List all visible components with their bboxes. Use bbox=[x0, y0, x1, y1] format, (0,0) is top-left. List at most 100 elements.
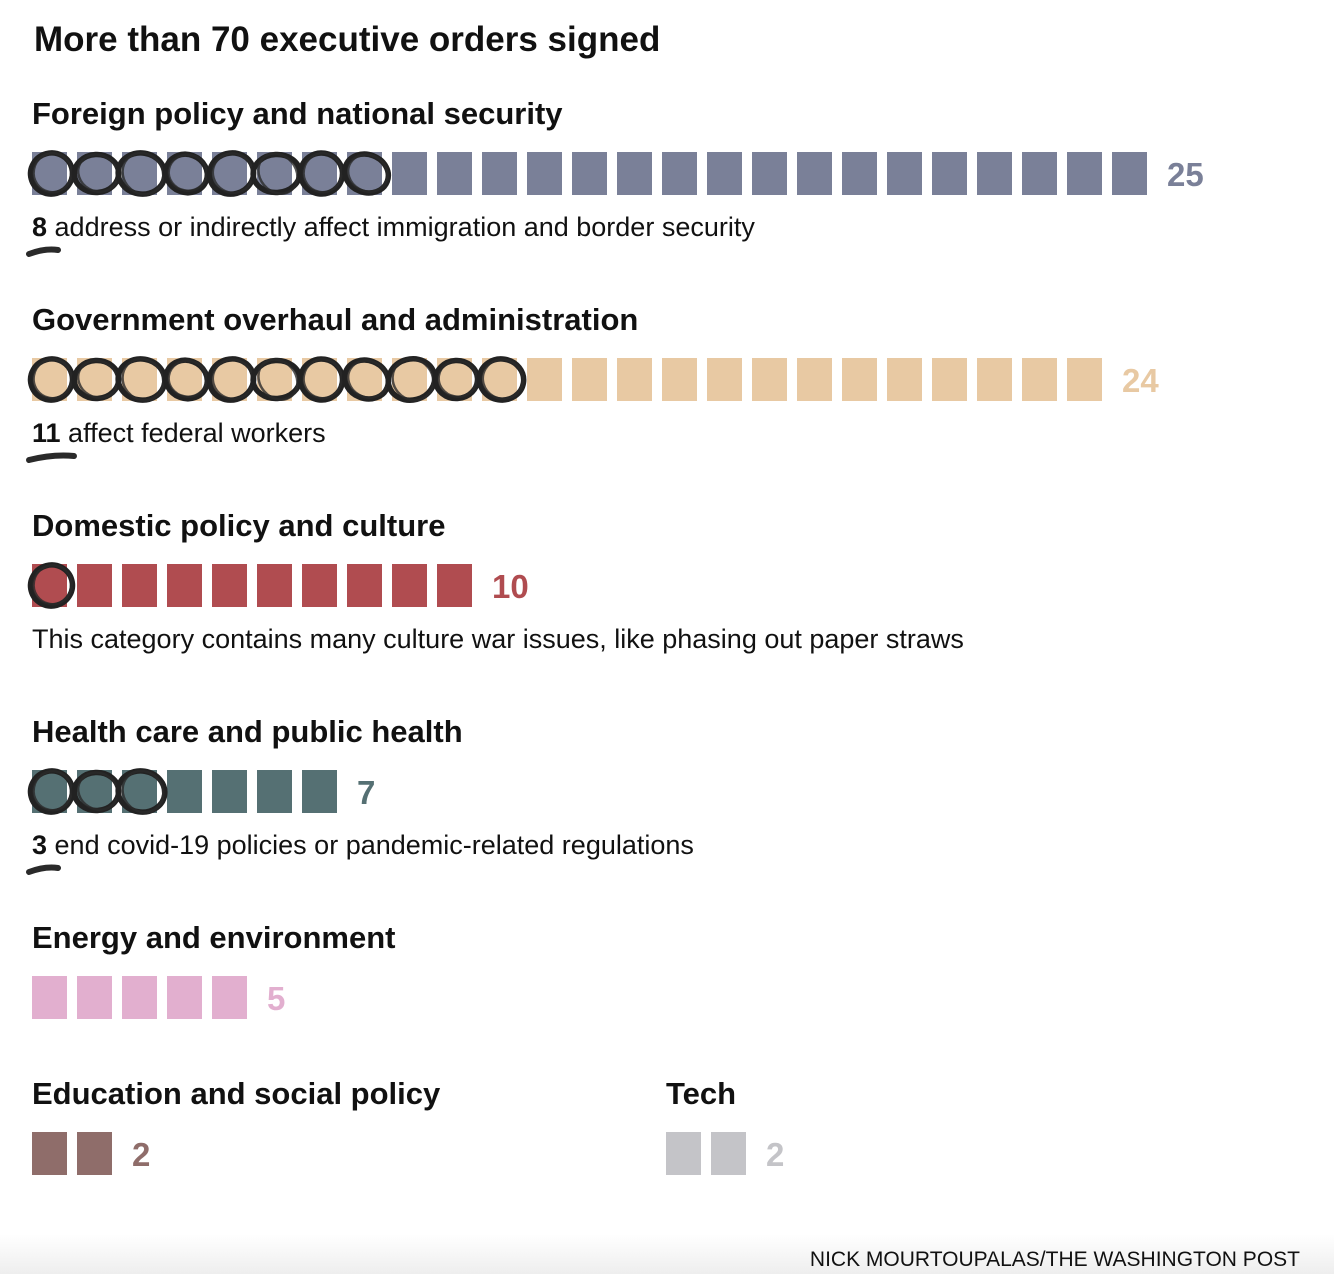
chart-title: More than 70 executive orders signed bbox=[34, 20, 660, 59]
order-square bbox=[711, 1132, 746, 1175]
order-square bbox=[1067, 358, 1102, 401]
category-government-overhaul-and-administration: Government overhaul and administration 24… bbox=[26, 302, 1159, 463]
category-note: 3 end covid-19 policies or pandemic-rela… bbox=[32, 830, 694, 860]
order-square bbox=[167, 564, 202, 607]
order-square bbox=[1112, 152, 1147, 195]
highlight-circle-stroke bbox=[76, 771, 119, 811]
order-square bbox=[257, 770, 292, 813]
order-square bbox=[662, 152, 697, 195]
count-underline bbox=[26, 452, 77, 463]
highlight-circle-stroke bbox=[32, 563, 73, 606]
order-square bbox=[842, 358, 877, 401]
highlight-circle-stroke bbox=[32, 769, 73, 812]
highlight-circle-stroke bbox=[481, 358, 525, 401]
order-square bbox=[77, 564, 112, 607]
order-square bbox=[666, 1132, 701, 1175]
category-heading: Energy and environment bbox=[32, 920, 395, 955]
order-square bbox=[932, 358, 967, 401]
category-heading: Health care and public health bbox=[32, 714, 463, 749]
highlight-circle-stroke bbox=[211, 152, 255, 195]
count-underline bbox=[26, 246, 61, 257]
category-domestic-policy-and-culture: Domestic policy and culture 10 This catego… bbox=[27, 508, 964, 654]
category-heading: Tech bbox=[666, 1076, 736, 1111]
order-square bbox=[707, 358, 742, 401]
order-square bbox=[842, 152, 877, 195]
order-square bbox=[167, 770, 202, 813]
order-square bbox=[752, 152, 787, 195]
note-text: affect federal workers bbox=[68, 418, 326, 448]
highlight-circle-stroke bbox=[121, 769, 165, 814]
highlight-circle-stroke bbox=[257, 152, 299, 195]
footer-band bbox=[0, 1234, 1334, 1274]
order-square bbox=[392, 152, 427, 195]
note-count: 3 bbox=[32, 830, 55, 860]
highlight-circle-stroke bbox=[302, 151, 343, 194]
order-square bbox=[302, 770, 337, 813]
category-education-and-social-policy: Education and social policy 2 bbox=[32, 1076, 441, 1175]
order-square bbox=[617, 358, 652, 401]
category-tech: Tech 2 bbox=[666, 1076, 784, 1175]
order-square bbox=[752, 358, 787, 401]
note-count: 11 bbox=[32, 418, 68, 448]
order-square bbox=[167, 976, 202, 1019]
category-heading: Foreign policy and national security bbox=[32, 96, 563, 131]
category-heading: Education and social policy bbox=[32, 1076, 441, 1111]
category-note: 11 affect federal workers bbox=[32, 418, 326, 448]
order-square bbox=[887, 152, 922, 195]
order-square bbox=[32, 976, 67, 1019]
order-square bbox=[482, 152, 517, 195]
order-square bbox=[977, 358, 1012, 401]
highlight-circle-stroke bbox=[391, 357, 435, 402]
highlight-circle-stroke bbox=[167, 153, 208, 192]
category-total: 24 bbox=[1122, 362, 1159, 399]
order-square bbox=[212, 564, 247, 607]
order-square bbox=[527, 358, 562, 401]
highlight-circle-stroke bbox=[32, 357, 73, 400]
highlight-circle-stroke bbox=[211, 358, 255, 401]
category-note: This category contains many culture war … bbox=[32, 624, 964, 654]
order-square bbox=[77, 976, 112, 1019]
order-square bbox=[32, 1132, 67, 1175]
order-square bbox=[437, 152, 472, 195]
category-total: 10 bbox=[492, 568, 529, 605]
category-total: 25 bbox=[1167, 156, 1204, 193]
category-heading: Government overhaul and administration bbox=[32, 302, 638, 337]
order-square bbox=[527, 152, 562, 195]
category-heading: Domestic policy and culture bbox=[32, 508, 445, 543]
note-text: address or indirectly affect immigration… bbox=[55, 212, 756, 242]
order-square bbox=[1022, 152, 1057, 195]
order-square bbox=[797, 152, 832, 195]
order-square bbox=[302, 564, 337, 607]
highlight-circle-stroke bbox=[76, 359, 119, 399]
order-square bbox=[662, 358, 697, 401]
order-square bbox=[1022, 358, 1057, 401]
highlight-circle-stroke bbox=[121, 357, 165, 402]
highlight-circle-stroke bbox=[121, 151, 165, 196]
highlight-circle-stroke bbox=[302, 357, 343, 400]
order-square bbox=[797, 358, 832, 401]
order-square bbox=[122, 976, 157, 1019]
category-total: 2 bbox=[766, 1136, 784, 1173]
order-square bbox=[617, 152, 652, 195]
note-count: 8 bbox=[32, 212, 55, 242]
category-total: 7 bbox=[357, 774, 375, 811]
category-note: 8 address or indirectly affect immigrati… bbox=[32, 212, 755, 242]
category-total: 5 bbox=[267, 980, 285, 1017]
order-square bbox=[977, 152, 1012, 195]
count-underline bbox=[26, 864, 61, 875]
order-square bbox=[347, 564, 382, 607]
category-health-care-and-public-health: Health care and public health 7 3 end covi… bbox=[26, 714, 694, 875]
highlight-circle-stroke bbox=[32, 151, 73, 194]
order-square bbox=[212, 976, 247, 1019]
highlight-circle-stroke bbox=[257, 358, 299, 401]
category-energy-and-environment: Energy and environment 5 bbox=[32, 920, 395, 1019]
order-square bbox=[572, 358, 607, 401]
order-square bbox=[707, 152, 742, 195]
category-foreign-policy-and-national-security: Foreign policy and national security 25 8 … bbox=[26, 96, 1204, 257]
order-square bbox=[212, 770, 247, 813]
credit-line: NICK MOURTOUPALAS/THE WASHINGTON POST bbox=[809, 1248, 1300, 1271]
order-square bbox=[932, 152, 967, 195]
order-square bbox=[887, 358, 922, 401]
order-square bbox=[572, 152, 607, 195]
